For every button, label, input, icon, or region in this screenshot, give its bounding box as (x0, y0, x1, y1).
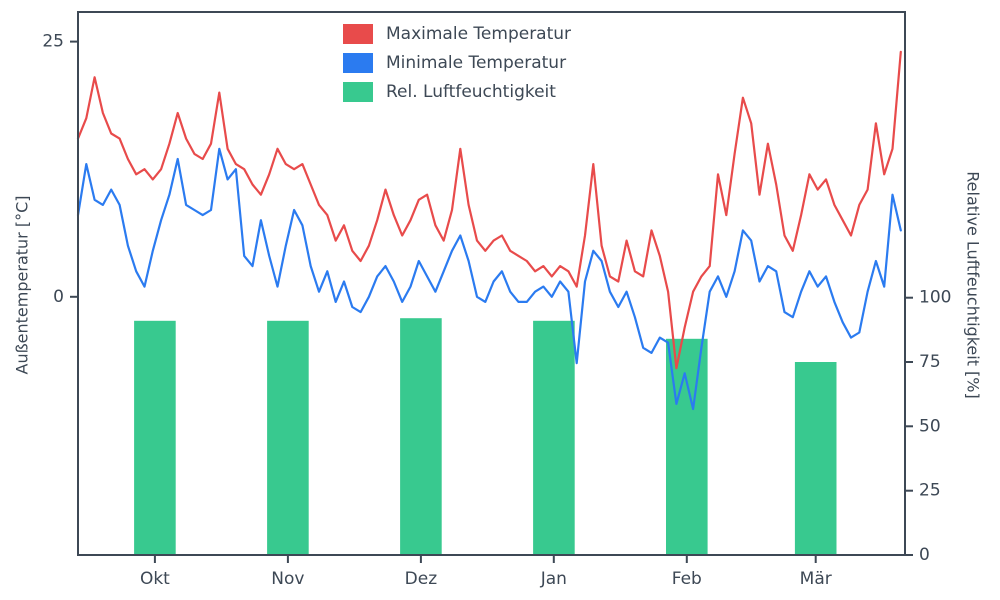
legend-item-1: Minimale Temperatur (343, 53, 571, 73)
legend-swatch-0 (343, 24, 373, 44)
legend-swatch-2 (343, 82, 373, 102)
max-temp-line (76, 50, 902, 370)
month-tick-label-okt: Okt (140, 569, 170, 589)
month-tick-label-dez: Dez (405, 569, 438, 589)
temp-axis-tick-label: 25 (42, 32, 64, 52)
humidity-bar-dez (400, 318, 442, 555)
plot-frame (77, 11, 906, 556)
month-tick-label-feb: Feb (672, 569, 702, 589)
min-temp-line (76, 147, 902, 411)
humidity-axis-tick-label: 50 (919, 416, 941, 436)
humidity-bar-jan (533, 320, 575, 555)
legend-label-1: Minimale Temperatur (386, 53, 567, 73)
temp-axis-tick-label: 0 (53, 287, 64, 307)
right-axis-title: Relative Luftfeuchtigkeit [%] (963, 171, 983, 399)
legend-item-0: Maximale Temperatur (343, 24, 571, 44)
humidity-axis-tick-label: 25 (919, 481, 941, 501)
legend-label-2: Rel. Luftfeuchtigkeit (386, 82, 556, 102)
humidity-axis-tick-label: 100 (919, 288, 951, 308)
legend: Maximale Temperatur Minimale Temperatur Re… (343, 24, 571, 102)
month-tick-label-nov: Nov (271, 569, 304, 589)
humidity-bar-okt (134, 320, 176, 555)
month-tick-label-jan: Jan (540, 569, 567, 589)
humidity-axis-tick-label: 0 (919, 545, 930, 565)
legend-swatch-1 (343, 53, 373, 73)
left-axis-title: Außentemperatur [°C] (12, 195, 32, 375)
legend-item-2: Rel. Luftfeuchtigkeit (343, 82, 571, 102)
month-tick-label-mär: Mär (800, 569, 832, 589)
legend-label-0: Maximale Temperatur (386, 24, 572, 44)
humidity-axis-tick-label: 75 (919, 352, 941, 372)
humidity-bar-nov (267, 320, 309, 555)
humidity-bar-mär (794, 362, 837, 555)
